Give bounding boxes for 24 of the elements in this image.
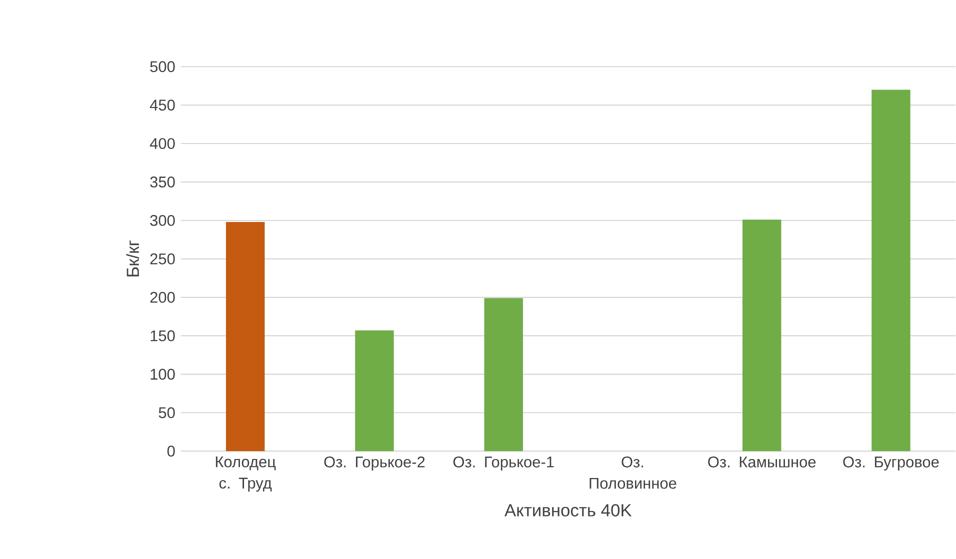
y-tick-label: 150: [150, 330, 175, 342]
y-tick-label: 50: [158, 407, 175, 418]
y-tick-label: 200: [150, 292, 175, 303]
x-tick-label: Оз. Горькое-1: [453, 456, 554, 471]
y-tick-label: 100: [150, 368, 175, 380]
x-tick-label: Оз. Камышное: [708, 456, 816, 468]
y-tick-label: 450: [150, 100, 175, 111]
bar: [355, 330, 394, 452]
y-tick-label: 300: [150, 215, 175, 226]
bar: [742, 220, 782, 452]
y-tick-label: 350: [150, 176, 175, 188]
bar: [484, 298, 523, 452]
x-axis-title: Активность 40K: [504, 504, 632, 517]
x-tick-label: Оз. Бугровое: [843, 456, 939, 471]
y-tick-label: 400: [150, 138, 175, 150]
x-tick-label: Колодец с. Труд: [216, 456, 276, 492]
bar: [226, 222, 265, 452]
x-tick-label: Оз. Половинное: [590, 456, 676, 489]
x-tick-label: Оз. Горькое-2: [324, 456, 425, 471]
y-tick-label: 0: [167, 446, 175, 457]
y-tick-label: 500: [150, 61, 175, 72]
y-tick-label: 250: [150, 254, 175, 264]
y-axis-title: Бк/кг: [126, 240, 140, 277]
bar: [872, 90, 910, 452]
